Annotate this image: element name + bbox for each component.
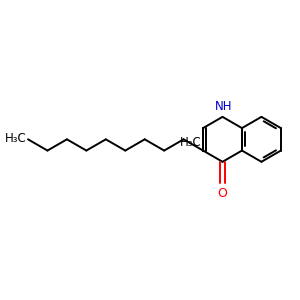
Text: O: O (218, 187, 227, 200)
Text: H₃C: H₃C (4, 132, 26, 145)
Text: NH: NH (215, 100, 232, 113)
Text: H₃C: H₃C (179, 136, 201, 149)
